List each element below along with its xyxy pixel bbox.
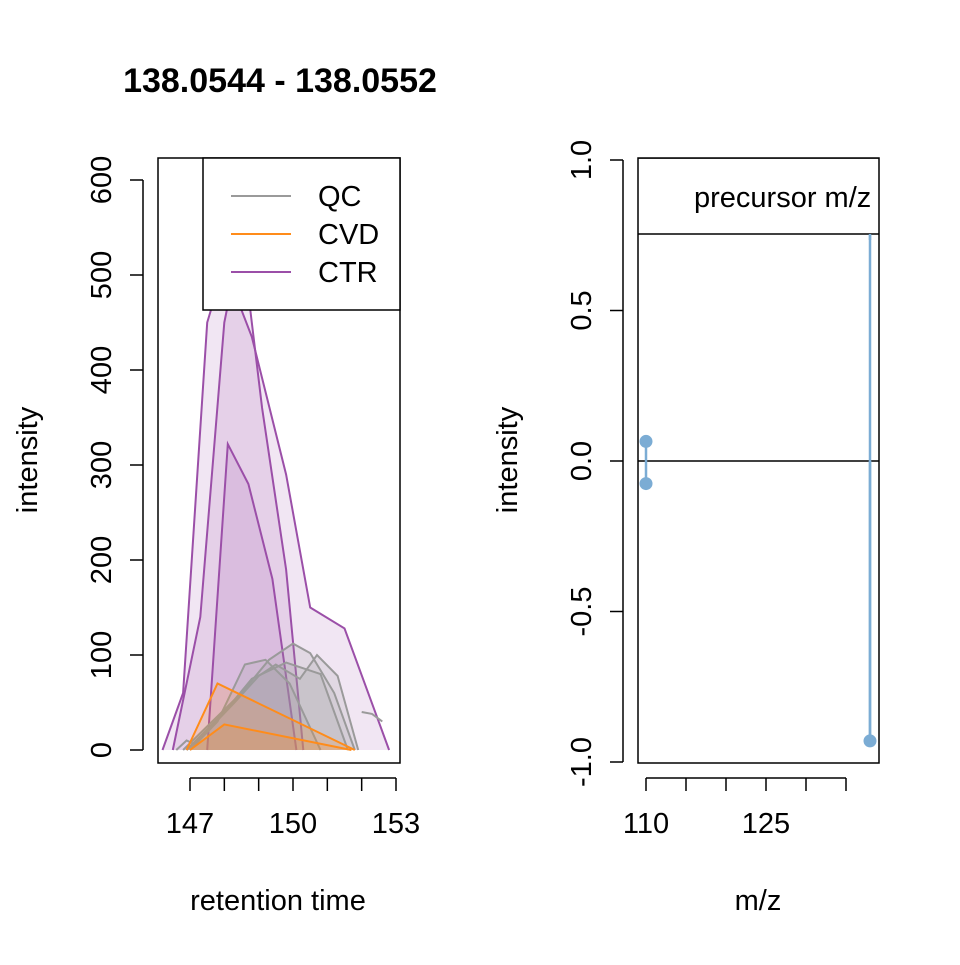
y-tick-label: 0.5: [566, 290, 598, 330]
peak-point: [863, 734, 877, 748]
legend-label-ctr: CTR: [318, 257, 378, 289]
y-tick-label: 300: [86, 441, 118, 489]
y-tick-label: 0: [86, 742, 118, 758]
chart-title: 138.0544 - 138.0552: [123, 62, 437, 100]
legend-label-cvd: CVD: [318, 219, 379, 251]
trace-line-qc: [182, 642, 356, 751]
y-axis-label: intensity: [12, 406, 44, 513]
y-tick-label: 400: [86, 346, 118, 394]
y-tick-label: 600: [86, 156, 118, 204]
precursor-legend-box: [638, 158, 879, 235]
trace-line-cvd: [185, 682, 356, 751]
x-tick-label: 110: [623, 808, 669, 840]
trace-line-cvd: [189, 723, 352, 751]
precursor-legend-label: precursor m/z: [694, 182, 871, 214]
spectrum-plot: precursor m/z -1.0 -0.5 0.0 0.5 1.0 110 125: [566, 140, 880, 840]
chromatogram-plot: 0 100 200 300 400 500 600 147 150 153 QC CVD CTR: [86, 156, 420, 840]
trace-area-cvd: [186, 683, 355, 750]
precursor-legend: precursor m/z: [638, 158, 879, 240]
x-axis-label: retention time: [190, 885, 366, 917]
x-tick-label: 147: [166, 808, 214, 840]
trace-line-qc: [185, 653, 360, 751]
y-tick-label: 1.0: [566, 140, 598, 180]
trace-area-ctr: [207, 444, 297, 750]
trace-line-qc: [175, 739, 198, 751]
x-tick-label: 153: [372, 808, 420, 840]
plot-frame-spectrum: [637, 157, 880, 764]
trace-line-qc: [361, 711, 383, 723]
peak-point: [639, 434, 653, 448]
y-tick-label: 100: [86, 631, 118, 679]
legend-label-qc: QC: [318, 181, 362, 213]
chromatogram-traces: [161, 236, 391, 751]
legend: QC CVD CTR: [202, 157, 401, 311]
trace-line-ctr: [206, 440, 298, 751]
trace-area-cvd: [190, 724, 352, 750]
x-tick-label: 125: [742, 808, 790, 840]
x-axis-label-mz: m/z: [735, 885, 782, 917]
y-tick-label: 0.0: [566, 441, 598, 481]
y-tick-label: 200: [86, 536, 118, 584]
trace-area-qc: [183, 643, 355, 750]
trace-area-ctr: [172, 237, 304, 750]
peak-point: [639, 477, 653, 491]
trace-line-ctr: [161, 262, 391, 751]
y-tick-label: -0.5: [566, 587, 598, 637]
y-tick-label: 500: [86, 251, 118, 299]
x-tick-label: 150: [269, 808, 317, 840]
y-axis-label-spectrum: intensity: [492, 406, 524, 513]
spectrum-data: [638, 158, 879, 748]
y-tick-label: -1.0: [566, 737, 598, 787]
